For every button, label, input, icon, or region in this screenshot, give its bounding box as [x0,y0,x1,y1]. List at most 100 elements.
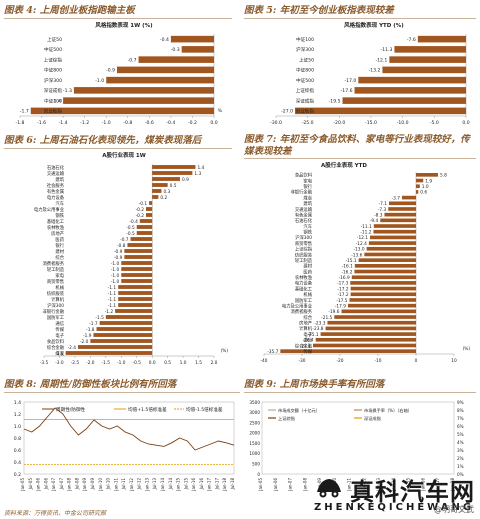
y-tick-label: 1.0 [14,424,21,430]
y2-tick-label: 8% [457,408,464,413]
data-label: -35.7 [267,349,278,355]
data-label: -13.2 [369,68,381,74]
bar [295,107,466,115]
category-label: 传媒 [55,326,64,333]
x-tick-label: Jul-07 [59,478,64,491]
category-label: 纺织服装 [295,251,313,258]
data-label: -1.8 [86,327,95,333]
legend-label: 均值-1.5倍标准差 [186,406,223,413]
category-label: 综合金融 [295,342,313,349]
data-label: -1.0 [111,279,120,285]
bar [30,107,215,115]
plot-frame [23,401,235,475]
data-label: -17.6 [341,88,353,94]
y-tick-label: 500 [252,462,260,467]
data-label: -21.5 [321,315,332,321]
bar [63,97,214,104]
data-label: -0.2 [136,213,145,219]
data-label: -11.2 [360,230,371,236]
x-tick-label: Jan-09 [317,478,322,492]
bar [416,190,419,194]
y2-tick-label: 0% [457,472,464,477]
x-tick-label: Jul-12 [137,478,142,491]
category-label: 有色金属 [295,211,312,218]
bar [364,252,416,257]
bar [368,241,416,245]
category-label: 农林牧渔 [47,224,65,231]
watermark-tag: @明哥文武 [434,505,474,514]
bar [170,35,214,43]
bar [105,315,153,319]
y-tick-label: 0 [257,472,260,477]
x-tick-label: Jan-07 [51,478,56,492]
y2-tick-label: 3% [457,448,464,453]
category-label: 沪深300 [295,234,312,241]
bar [138,56,214,63]
data-label: -11.1 [361,224,372,230]
data-label: -7.3 [378,207,387,213]
data-label: -9.4 [370,218,379,224]
x-tick-label: -30.0 [270,120,282,126]
bar [389,201,416,206]
y-tick-label: 1500 [249,441,260,446]
bar [416,184,420,189]
x-tick-label: -1.2 [80,120,89,126]
chart-title: 风格指数表现 1W (%) [95,21,153,29]
x-tick-label: Jan-10 [98,478,103,492]
y-tick-label: 0.6 [14,448,21,454]
data-label: -1.1 [108,291,117,297]
category-label: 电力及公用事业 [34,206,65,213]
bar [389,56,466,63]
bar [127,243,153,247]
bar [90,339,153,343]
data-label: 1.9 [425,178,432,184]
y-tick-label: 0.4 [14,460,21,466]
category-label: 纺织服装 [47,290,65,297]
bar [350,292,416,297]
category-label: 电力设备 [47,194,65,201]
data-label: -17.9 [335,303,346,309]
data-label: -16.2 [341,269,352,275]
data-label: -1.7 [89,321,98,327]
unit-label: (%) [221,348,229,354]
data-label: -19.6 [328,309,339,315]
bar [325,326,416,331]
bar [152,165,196,169]
bar [118,303,153,307]
category-label: 建材 [55,248,64,255]
y2-tick-label: 4% [457,440,464,445]
category-label: 中证500 [44,46,62,53]
category-label: 商贸零售 [47,278,64,285]
data-label: 1.0 [422,184,429,190]
category-label: 中证100 [296,36,314,43]
bar [341,309,416,314]
x-tick-label: 1.0 [180,360,187,366]
bar [73,87,214,94]
category-label: 建筑 [55,176,64,183]
data-label: -17.5 [336,298,347,304]
x-tick-label: Jul-10 [106,478,111,491]
x-tick-label: -0.2 [188,120,197,126]
data-label: -27.0 [281,109,293,115]
bar [394,46,466,53]
category-label: 机械 [55,284,64,291]
bar [384,212,416,217]
bar [373,224,416,228]
bar [121,279,153,283]
category-label: 商贸零售 [295,240,312,247]
category-label: 沪深300 [44,77,62,84]
x-tick-label: -10 [374,358,381,364]
bar [347,303,416,308]
x-tick-label: -15.0 [365,120,377,126]
x-tick-label: Jan-09 [82,478,87,492]
category-label: 电力及公用事业 [282,302,313,309]
category-label: 家电 [303,177,312,184]
category-label: 深证成指 [296,97,315,104]
data-label: -0.3 [171,47,180,53]
bar [388,207,416,211]
data-label: -12.4 [356,241,367,247]
data-label: 0.5 [170,183,177,189]
category-label: 医药 [55,236,64,243]
bar [118,297,153,301]
bar [354,87,466,94]
